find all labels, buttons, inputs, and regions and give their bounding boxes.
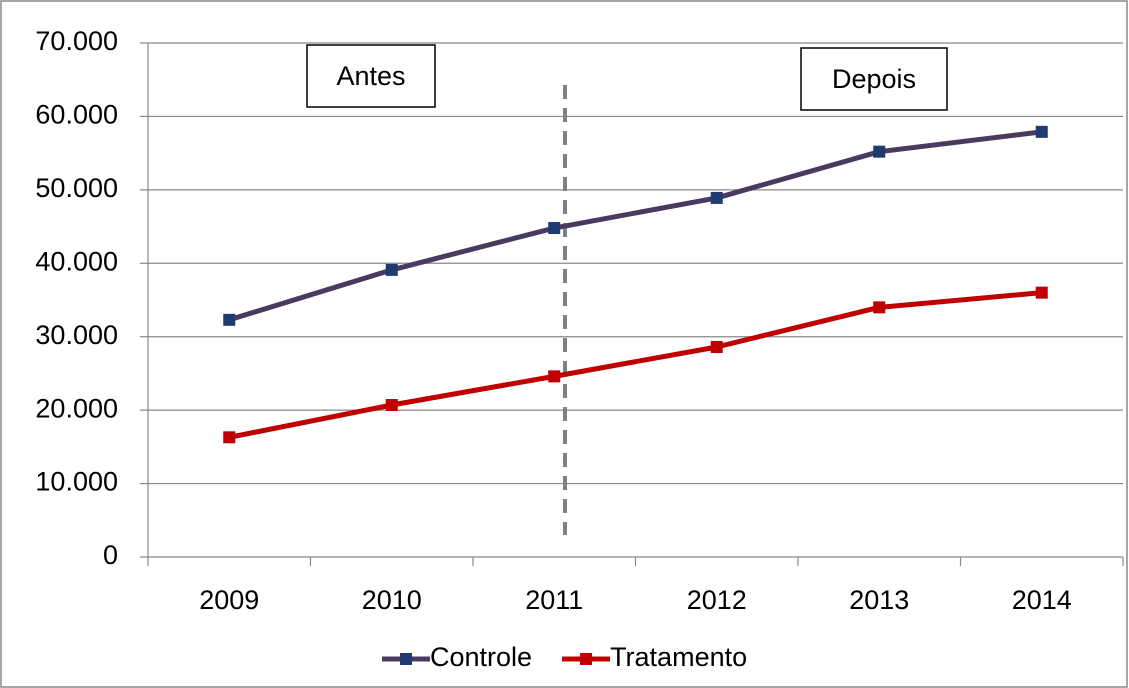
x-tick-label: 2012 bbox=[687, 585, 747, 615]
marker bbox=[1035, 286, 1048, 299]
marker bbox=[223, 431, 236, 444]
y-tick-label: 20.000 bbox=[35, 393, 118, 423]
marker bbox=[548, 222, 561, 235]
series-line bbox=[228, 290, 1042, 440]
marker bbox=[385, 263, 398, 276]
series-line bbox=[228, 129, 1043, 323]
marker bbox=[223, 313, 236, 326]
marker bbox=[873, 145, 886, 158]
marker bbox=[385, 399, 398, 412]
x-tick-label: 2010 bbox=[362, 585, 422, 615]
x-tick-label: 2009 bbox=[199, 585, 259, 615]
x-tick-label: 2011 bbox=[525, 585, 583, 615]
marker bbox=[710, 340, 723, 353]
legend-label: Tratamento bbox=[610, 642, 747, 672]
marker bbox=[710, 191, 723, 204]
y-tick-label: 70.000 bbox=[35, 26, 118, 56]
annotation-box bbox=[800, 47, 948, 111]
y-tick-label: 60.000 bbox=[35, 100, 118, 130]
legend-marker bbox=[580, 653, 593, 665]
x-tick-label: 2013 bbox=[849, 585, 909, 615]
marker bbox=[1035, 125, 1048, 138]
y-tick-label: 50.000 bbox=[35, 173, 118, 203]
marker bbox=[873, 301, 886, 314]
legend-marker bbox=[400, 653, 412, 665]
y-tick-label: 10.000 bbox=[35, 467, 118, 497]
legend-label: Controle bbox=[430, 642, 532, 672]
y-tick-label: 40.000 bbox=[35, 246, 118, 276]
y-tick-label: 0 bbox=[103, 540, 118, 570]
annotation: Antes bbox=[336, 61, 405, 91]
y-tick-label: 30.000 bbox=[35, 320, 118, 350]
annotation: Depois bbox=[832, 64, 916, 94]
annotation-box bbox=[306, 44, 436, 108]
marker bbox=[548, 370, 561, 383]
x-tick-label: 2014 bbox=[1012, 585, 1072, 615]
